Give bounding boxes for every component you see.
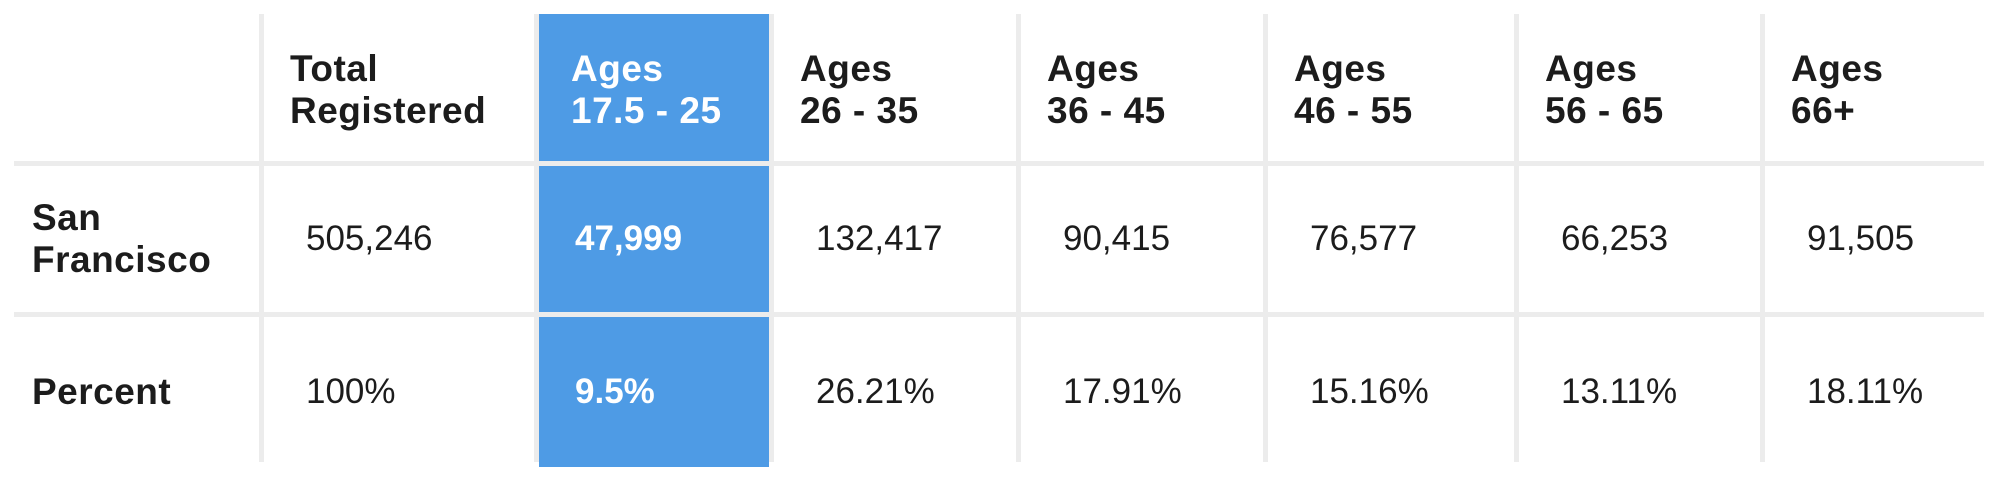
cell-pct-total: 100% [264,317,534,467]
header-label: Ages 26 - 35 [800,47,919,131]
cell-pct-ages-66-plus: 18.11% [1765,317,2000,467]
header-ages-17-25: Ages 17.5 - 25 [539,14,769,161]
cell-sf-ages-46-55: 76,577 [1268,166,1514,312]
cell-sf-ages-17-25: 47,999 [539,166,769,312]
cell-pct-ages-56-65: 13.11% [1519,317,1760,467]
header-label: Ages 66+ [1791,47,1884,131]
header-ages-36-45: Ages 36 - 45 [1021,14,1263,161]
cell-pct-ages-46-55: 15.16% [1268,317,1514,467]
cell-sf-total: 505,246 [264,166,534,312]
row-label-percent: Percent [14,317,259,467]
header-corner-cell [14,14,259,161]
cell-sf-ages-56-65: 66,253 [1519,166,1760,312]
header-ages-56-65: Ages 56 - 65 [1519,14,1760,161]
age-registration-table: Total Registered Ages 17.5 - 25 Ages 26 … [14,14,2000,467]
header-ages-46-55: Ages 46 - 55 [1268,14,1514,161]
header-label: Ages 17.5 - 25 [571,47,722,131]
header-label: Ages 56 - 65 [1545,47,1664,131]
header-ages-26-35: Ages 26 - 35 [774,14,1016,161]
cell-sf-ages-26-35: 132,417 [774,166,1016,312]
cell-sf-ages-66-plus: 91,505 [1765,166,2000,312]
row-label-san-francisco: San Francisco [14,166,259,312]
cell-sf-ages-36-45: 90,415 [1021,166,1263,312]
header-label: Total Registered [290,47,487,131]
header-label: Ages 46 - 55 [1294,47,1413,131]
cell-pct-ages-17-25: 9.5% [539,317,769,467]
cell-pct-ages-36-45: 17.91% [1021,317,1263,467]
header-label: Ages 36 - 45 [1047,47,1166,131]
cell-pct-ages-26-35: 26.21% [774,317,1016,467]
header-ages-66-plus: Ages 66+ [1765,14,2000,161]
header-total-registered: Total Registered [264,14,534,161]
